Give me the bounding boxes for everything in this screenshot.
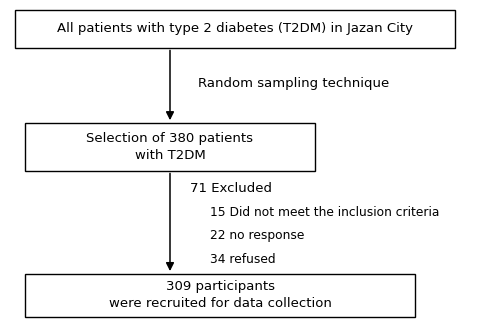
- Text: 22 no response: 22 no response: [210, 229, 304, 242]
- Text: 34 refused: 34 refused: [210, 253, 276, 266]
- Text: Random sampling technique: Random sampling technique: [198, 77, 389, 90]
- Text: 71 Excluded: 71 Excluded: [190, 182, 272, 195]
- FancyBboxPatch shape: [15, 10, 455, 48]
- Text: Selection of 380 patients
with T2DM: Selection of 380 patients with T2DM: [86, 132, 254, 162]
- FancyBboxPatch shape: [25, 123, 315, 171]
- Text: 309 participants
were recruited for data collection: 309 participants were recruited for data…: [108, 280, 332, 310]
- FancyBboxPatch shape: [25, 274, 415, 317]
- Text: All patients with type 2 diabetes (T2DM) in Jazan City: All patients with type 2 diabetes (T2DM)…: [57, 22, 413, 35]
- Text: 15 Did not meet the inclusion criteria: 15 Did not meet the inclusion criteria: [210, 206, 440, 219]
